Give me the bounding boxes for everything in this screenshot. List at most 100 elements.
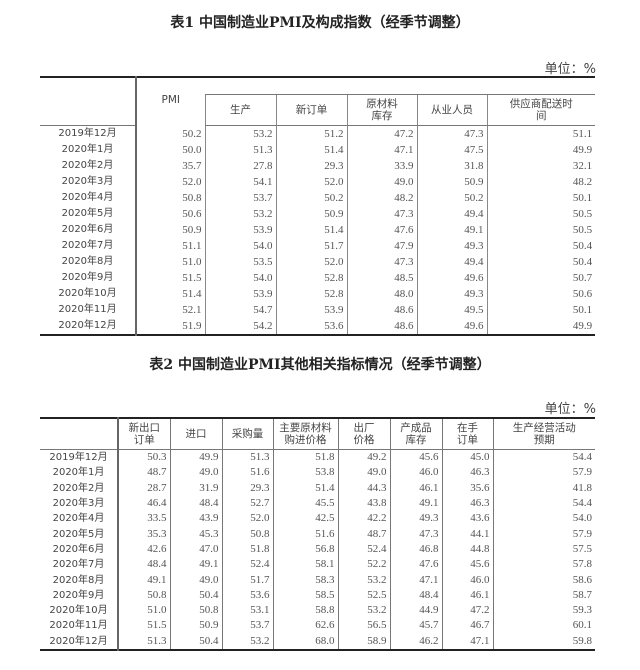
table-cell: 28.7	[117, 480, 170, 496]
table-cell: 44.9	[389, 602, 442, 619]
table-cell: 47.1	[346, 142, 417, 158]
table-cell: 52.8	[275, 270, 347, 286]
table-cell: 50.8	[221, 526, 273, 542]
table-cell: 47.0	[169, 541, 222, 558]
table-cell: 50.2	[416, 190, 487, 206]
table-cell: 50.0	[135, 142, 205, 158]
table-cell: 48.5	[346, 270, 417, 286]
table-cell: 59.3	[492, 602, 595, 619]
table-cell: 53.2	[337, 572, 390, 588]
table-cell: 51.5	[117, 618, 170, 634]
header-corner	[40, 418, 118, 450]
header-row: PMI	[40, 77, 596, 126]
table-cell: 52.0	[275, 254, 347, 270]
table-cell: 42.2	[337, 511, 390, 527]
row-label: 2020年4月	[61, 192, 114, 203]
table-cell: 48.7	[117, 465, 170, 481]
table-cell: 54.2	[204, 318, 276, 335]
table-cell: 48.7	[337, 526, 390, 542]
table-cell: 47.9	[346, 238, 417, 254]
table1-pmi-components: PMI 生产 新订单 原材料 库存 从业人员 供应商配送时 间 2019年12月 50.2 5…	[40, 76, 596, 336]
table-cell: 46.0	[389, 465, 442, 481]
header-cell: 生产经营活动 预期	[492, 418, 595, 450]
table-cell: 51.9	[135, 318, 205, 335]
table-cell: 42.5	[272, 511, 338, 527]
row-label: 2020年10月	[58, 288, 117, 299]
table-cell: 47.2	[346, 125, 417, 142]
table-row: 2020年11月 52.1 54.7 53.9 48.6 49.5 50.1	[40, 302, 596, 318]
table-cell: 49.6	[416, 318, 487, 335]
table-cell: 51.3	[221, 449, 273, 466]
table-cell: 50.5	[486, 222, 596, 238]
table-row: 2019年12月 50.2 53.2 51.2 47.2 47.3 51.1	[40, 125, 596, 142]
table-cell: 45.6	[389, 449, 442, 466]
table-row: 2020年2月 35.7 27.8 29.3 33.9 31.8 32.1	[40, 158, 596, 174]
table-cell: 49.6	[416, 270, 487, 286]
table-row: 2020年4月 50.8 53.7 50.2 48.2 50.2 50.1	[40, 190, 596, 206]
table-cell: 47.2	[441, 602, 493, 619]
header-row: 新出口 订单 进口 采购量 主要原材料 购进价格 出厂 价格 产成品 库存 在手 订单 生产经…	[40, 418, 595, 450]
header-row: 生产 新订单 原材料 库存 从业人员 供应商配送时 间	[40, 94, 596, 126]
table-cell: 52.0	[135, 174, 205, 190]
header-cell: 原材料 库存	[346, 94, 417, 126]
table-cell: 51.3	[117, 633, 170, 650]
table-cell: 54.7	[204, 302, 276, 318]
table-cell: 51.6	[221, 465, 273, 481]
row-label: 2020年6月	[61, 224, 114, 235]
table-cell: 46.4	[117, 495, 170, 512]
table-cell: 49.2	[337, 449, 390, 466]
table-cell: 50.9	[416, 174, 487, 190]
row-label: 2020年5月	[52, 528, 105, 540]
table-cell: 53.2	[221, 633, 273, 650]
row-label: 2020年9月	[61, 272, 114, 283]
table-cell: 51.0	[117, 602, 170, 619]
table-cell: 49.1	[117, 572, 170, 588]
table-row: 2020年3月 52.0 54.1 52.0 49.0 50.9 48.2	[40, 174, 596, 190]
table-cell: 45.3	[169, 526, 222, 542]
table-row: 2020年10月 51.4 53.9 52.8 48.0 49.3 50.6	[40, 286, 596, 302]
table-row: 2020年10月 51.0 50.8 53.1 58.8 53.2 44.9 47.2 59.3	[40, 602, 595, 619]
table-cell: 52.0	[275, 174, 347, 190]
table-cell: 43.8	[337, 495, 390, 512]
table-cell: 53.9	[275, 302, 347, 318]
table-row: 2020年8月 51.0 53.5 52.0 47.3 49.4 50.4	[40, 254, 596, 270]
table1-title: 表1 中国制造业PMI及构成指数（经季节调整）	[170, 15, 470, 31]
table-cell: 56.8	[272, 541, 338, 558]
table-cell: 45.5	[272, 495, 338, 512]
table-cell: 54.0	[492, 511, 595, 527]
row-label: 2020年2月	[61, 160, 114, 171]
table-cell: 60.1	[492, 618, 595, 634]
table-cell: 51.7	[275, 238, 347, 254]
table-cell: 52.1	[135, 302, 205, 318]
table-cell: 47.3	[346, 254, 417, 270]
table-cell: 57.9	[492, 465, 595, 481]
table-cell: 50.5	[486, 206, 596, 222]
table-cell: 44.3	[337, 480, 390, 496]
table-cell: 58.1	[272, 557, 338, 573]
table-cell: 58.6	[492, 572, 595, 588]
table-cell: 44.8	[441, 541, 493, 558]
table-cell: 49.9	[486, 318, 596, 335]
table-cell: 49.0	[346, 174, 417, 190]
table-cell: 53.7	[221, 618, 273, 634]
table-cell: 48.4	[169, 495, 222, 512]
table-cell: 51.5	[135, 270, 205, 286]
table-cell: 51.3	[204, 142, 276, 158]
table-row: 2020年12月 51.3 50.4 53.2 68.0 58.9 46.2 47.1 59.8	[40, 633, 595, 650]
table-cell: 50.1	[486, 190, 596, 206]
table-row: 2020年4月 33.5 43.9 52.0 42.5 42.2 49.3 43.6 54.0	[40, 511, 595, 527]
table-cell: 41.8	[492, 480, 595, 496]
row-label: 2020年9月	[52, 589, 105, 601]
table-cell: 58.9	[337, 633, 390, 650]
table-cell: 43.6	[441, 511, 493, 527]
table-cell: 53.6	[221, 587, 273, 603]
table-row: 2020年3月 46.4 48.4 52.7 45.5 43.8 49.1 46.3 54.4	[40, 495, 595, 512]
table-row: 2020年7月 48.4 49.1 52.4 58.1 52.2 47.6 45.6 57.8	[40, 557, 595, 573]
table-row: 2020年1月 50.0 51.3 51.4 47.1 47.5 49.9	[40, 142, 596, 158]
table-cell: 45.6	[441, 557, 493, 573]
table-row: 2020年6月 42.6 47.0 51.8 56.8 52.4 46.8 44.8 57.5	[40, 541, 595, 558]
table-cell: 44.1	[441, 526, 493, 542]
table-cell: 50.4	[169, 587, 222, 603]
header-cell: 产成品 库存	[389, 418, 442, 450]
table-cell: 31.9	[169, 480, 222, 496]
